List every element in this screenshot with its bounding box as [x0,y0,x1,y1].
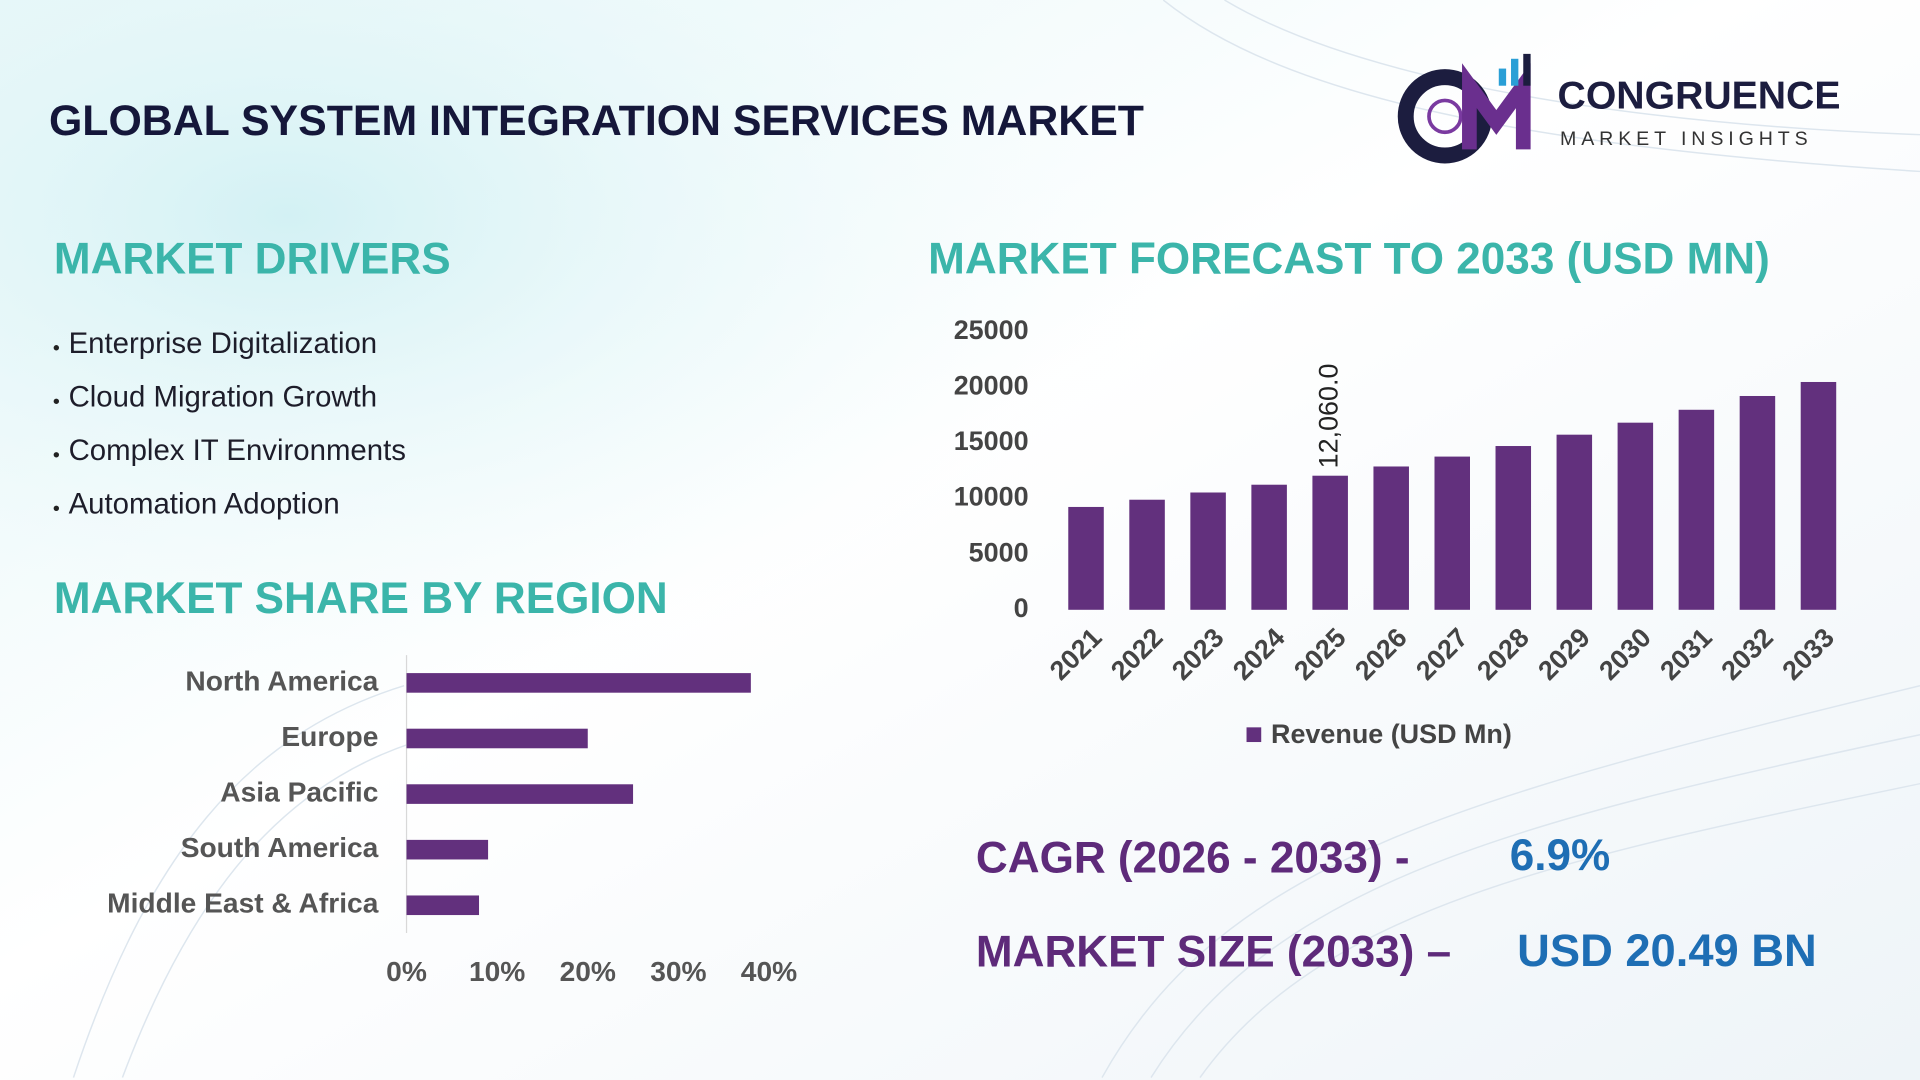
logo-bar [1498,68,1507,86]
bullet [53,345,60,351]
legend-label: Revenue (USD Mn) [1271,719,1512,749]
driver-item: Complex IT Environments [69,434,406,467]
y-tick-label: 5000 [969,537,1029,567]
logo-bar [1511,58,1519,86]
bar [1373,466,1409,610]
cagr-label: CAGR (2026 - 2033) - [976,833,1410,882]
y-tick-label: 20000 [954,371,1029,401]
y-tick-label: 25000 [954,315,1029,345]
bar [1190,492,1226,610]
y-tick-label: 10000 [954,482,1029,512]
bar [406,839,489,860]
logo-bar [1523,53,1531,86]
bar [1678,409,1715,610]
y-tick-label: 15000 [954,426,1029,456]
x-tick-label: 30% [650,956,706,987]
bullet [53,452,60,458]
logo-tagline: MARKET INSIGHTS [1560,128,1813,150]
bar [1068,506,1104,610]
section-heading: MARKET DRIVERS [54,235,451,284]
bar [1556,434,1593,610]
y-tick-label: Asia Pacific [220,777,378,808]
market-size-label: MARKET SIZE (2033) – [976,928,1451,977]
y-tick-label: Middle East & Africa [107,888,379,919]
x-tick-label: 40% [741,956,797,987]
x-tick-label: 20% [560,956,616,987]
bar [1434,456,1470,610]
bullet [53,505,60,511]
bar [406,895,480,916]
bar [406,784,634,804]
bar [1129,499,1165,610]
x-tick-label: 0% [386,956,427,987]
section-heading: MARKET FORECAST TO 2033 (USD MN) [928,235,1770,284]
cagr-value: 6.9% [1510,831,1610,880]
page-title: GLOBAL SYSTEM INTEGRATION SERVICES MARKE… [49,97,1144,145]
bar [406,673,751,693]
y-tick-label: 0 [1014,593,1029,623]
driver-item: Cloud Migration Growth [69,381,378,414]
market-size-value: USD 20.49 BN [1517,925,1817,976]
logo-m [1462,63,1531,150]
bar [1617,422,1654,610]
legend-swatch [1246,727,1262,743]
bar [1739,395,1776,610]
data-label: 12,060.0 [1313,364,1343,469]
driver-item: Enterprise Digitalization [69,327,378,360]
logo-name: CONGRUENCE [1558,74,1841,117]
y-tick-label: South America [181,832,379,863]
bullet [53,398,60,404]
y-tick-label: North America [185,665,378,696]
bar [1251,484,1287,610]
bar [406,728,588,749]
bar [1800,381,1837,610]
y-tick-label: Europe [281,721,378,752]
logo-globe [1427,98,1463,135]
bar [1312,475,1348,610]
bar [1495,446,1532,610]
logo: CONGRUENCE MARKET INSIGHTS [1397,53,1841,164]
background-waves [72,0,1920,1078]
x-tick-label: 10% [469,956,525,987]
driver-item: Automation Adoption [69,488,340,521]
section-heading: MARKET SHARE BY REGION [54,574,668,623]
